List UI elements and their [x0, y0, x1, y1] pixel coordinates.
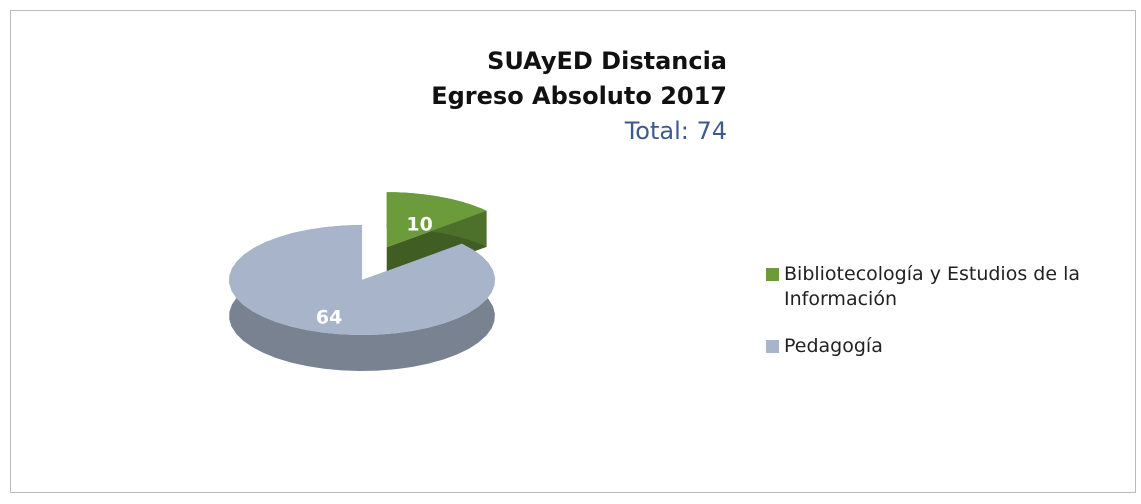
slice [386, 192, 487, 248]
legend-label: Pedagogía [784, 335, 883, 357]
chart-border [10, 10, 1136, 493]
legend-item: Bibliotecología y Estudios de la Informa… [766, 262, 1126, 312]
slice [229, 225, 495, 335]
data-label: 10 [406, 214, 432, 236]
legend-swatch [766, 340, 779, 353]
chart-subtitle: Total: 74 [624, 117, 727, 145]
chart-title: SUAyED Distancia [487, 47, 727, 75]
chart-title: Egreso Absoluto 2017 [431, 82, 727, 110]
data-label: 64 [316, 307, 342, 329]
legend-label: Bibliotecología y Estudios de la Informa… [784, 263, 1080, 310]
legend-item: Pedagogía [766, 334, 1126, 359]
legend: Bibliotecología y Estudios de la Informa… [766, 262, 1126, 381]
legend-swatch [766, 268, 779, 281]
